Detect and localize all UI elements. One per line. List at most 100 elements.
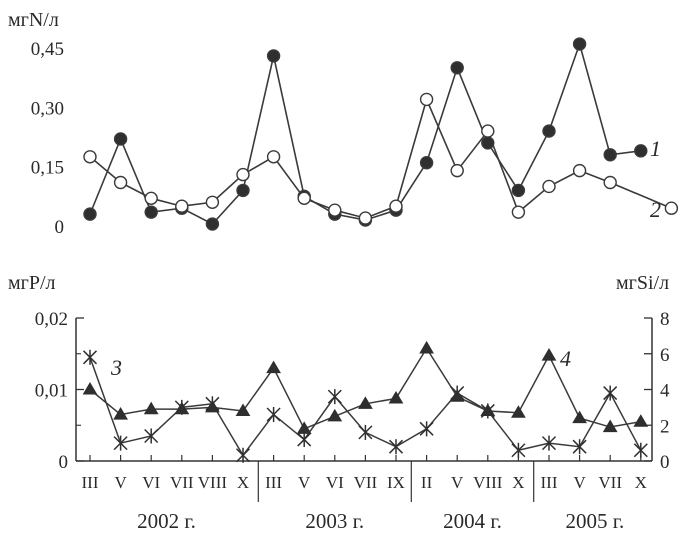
series-1-point xyxy=(113,132,128,146)
series-4-point xyxy=(388,390,404,404)
year-label: 2002 г. xyxy=(137,509,196,533)
series-3-point xyxy=(633,442,648,458)
series-3-point xyxy=(82,349,98,365)
bottom-right-ticks: 0 2 4 6 8 xyxy=(644,309,670,473)
series-4-point xyxy=(511,405,526,418)
x-tick-label: VII xyxy=(170,473,194,492)
series-2-point xyxy=(542,179,556,194)
x-tick-label: VII xyxy=(354,473,378,492)
series-2-point xyxy=(175,199,189,213)
series-4-point xyxy=(266,360,281,374)
series-3-point xyxy=(235,447,251,463)
top-y-tick-label: 0,45 xyxy=(31,39,64,60)
right-tick-label: 6 xyxy=(660,345,670,366)
top-y-axis-label: мгN/л xyxy=(8,9,59,31)
series-1-point xyxy=(83,207,97,221)
series-4-point xyxy=(113,407,128,420)
series-1-point xyxy=(603,148,617,162)
bottom-series xyxy=(82,340,649,463)
x-tick-label: VI xyxy=(326,473,344,492)
left-tick-label: 0 xyxy=(59,452,69,473)
series-4-point xyxy=(205,399,220,413)
right-tick-label: 0 xyxy=(660,452,670,473)
top-y-tick-label: 0,30 xyxy=(31,98,64,119)
right-tick-label: 8 xyxy=(660,309,670,330)
year-label: 2004 г. xyxy=(443,509,502,533)
series-label-2: 2 xyxy=(650,197,661,222)
top-y-ticks: 0 0,15 0,30 0,45 xyxy=(31,39,64,238)
series-2-point xyxy=(419,92,434,107)
x-tick-label: V xyxy=(298,473,311,492)
nitrogen-chart: мгN/л 0 0,15 0,30 0,45 1 2 xyxy=(8,9,679,238)
series-1-point xyxy=(634,144,648,158)
series-2-point xyxy=(144,191,158,206)
series-2-point xyxy=(358,211,373,225)
series-4-point xyxy=(602,419,618,433)
x-tick-label: V xyxy=(573,473,586,492)
year-label: 2003 г. xyxy=(305,509,364,533)
year-labels: 2002 г. 2003 г. 2004 г. 2005 г. xyxy=(137,461,624,533)
series-4-point xyxy=(235,403,251,416)
series-2-point xyxy=(266,150,281,164)
top-series xyxy=(83,37,679,231)
series-1-point xyxy=(450,61,464,75)
series-label-1: 1 xyxy=(650,136,661,161)
series-4-point xyxy=(572,410,587,424)
left-tick-label: 0,01 xyxy=(35,381,68,402)
series-4-point xyxy=(174,401,190,415)
series-3-point xyxy=(144,428,159,444)
series-1-point xyxy=(542,124,556,138)
series-1-point xyxy=(572,37,587,51)
series-2-point xyxy=(450,163,464,178)
x-tick-label: IX xyxy=(387,473,405,492)
series-1-point xyxy=(481,136,495,150)
left-tick-label: 0,02 xyxy=(35,309,68,330)
series-3-point xyxy=(388,439,404,455)
series-4-point xyxy=(296,421,312,434)
series-2-point xyxy=(389,199,403,213)
series-2-point xyxy=(205,195,220,209)
series-3-point xyxy=(266,407,281,423)
series-2-line xyxy=(89,97,672,219)
series-1-point xyxy=(266,49,281,63)
series-label-4: 4 xyxy=(560,346,571,371)
bottom-x-ticks: III V VI VII VIII X III V VI VII IX II V VIII X III V VII… xyxy=(82,455,647,492)
right-tick-label: 2 xyxy=(660,416,670,437)
series-3-point xyxy=(541,435,557,451)
series-2-point xyxy=(664,201,679,215)
series-3-point xyxy=(297,432,312,448)
x-tick-label: VI xyxy=(142,473,160,492)
year-label: 2005 г. xyxy=(566,509,625,533)
x-tick-label: III xyxy=(541,473,558,492)
series-4-point xyxy=(358,396,373,409)
series-2-point xyxy=(297,191,311,206)
series-4-point xyxy=(449,389,465,402)
series-3-point xyxy=(572,439,587,455)
x-tick-label: X xyxy=(512,473,524,492)
series-1-point xyxy=(419,156,434,170)
series-2-point xyxy=(572,163,587,178)
series-4-point xyxy=(480,403,496,416)
series-3-point xyxy=(358,424,373,440)
series-1-point xyxy=(236,183,250,198)
x-tick-label: III xyxy=(82,473,99,492)
series-4-point xyxy=(143,401,159,415)
x-tick-label: X xyxy=(635,473,647,492)
series-1-point xyxy=(511,183,526,198)
series-label-3: 3 xyxy=(110,355,122,380)
series-3-point xyxy=(419,421,434,437)
series-4-point xyxy=(541,348,557,361)
series-2-point xyxy=(328,203,342,217)
series-3-point xyxy=(603,385,618,401)
x-tick-label: II xyxy=(421,473,433,492)
top-y-tick-label: 0 xyxy=(55,217,65,238)
series-2-point xyxy=(511,205,526,219)
series-2-point xyxy=(83,150,97,164)
x-tick-label: VIII xyxy=(198,473,228,492)
series-1-line xyxy=(89,41,641,226)
bottom-right-axis-label: мгSi/л xyxy=(616,272,669,294)
bottom-left-ticks: 0 0,01 0,02 xyxy=(35,309,84,473)
series-2-point xyxy=(603,175,617,190)
